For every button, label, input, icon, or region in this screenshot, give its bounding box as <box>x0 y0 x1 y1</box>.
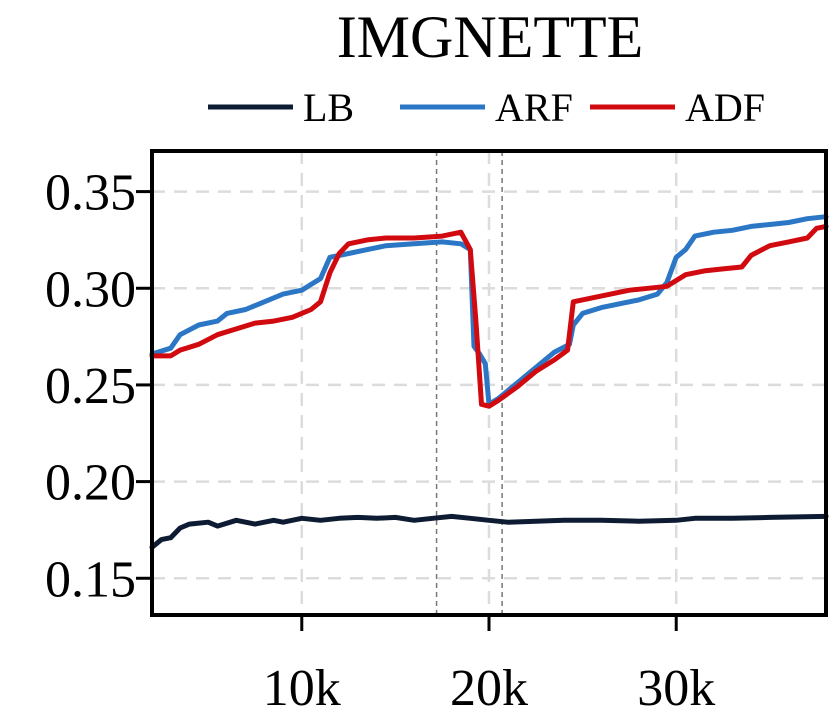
y-tick-label: 0.15 <box>45 551 136 608</box>
legend: LB ARF ADF <box>208 85 765 130</box>
y-tick-label: 0.35 <box>45 165 136 222</box>
legend-label-adf: ADF <box>685 85 765 130</box>
chart-title: IMGNETTE <box>337 4 644 70</box>
x-tick-label: 30k <box>637 660 715 717</box>
series-line-adf <box>149 223 829 409</box>
drift-markers <box>435 151 503 615</box>
series-line-arf <box>149 214 829 407</box>
x-tick-label: 10k <box>263 660 341 717</box>
series-lines <box>149 214 829 550</box>
axis-ticks: 0.15 0.20 0.25 0.30 0.35 10k 20k 30k <box>45 165 715 717</box>
legend-label-lb: LB <box>303 85 354 130</box>
y-tick-label: 0.20 <box>45 455 136 512</box>
y-tick-label: 0.30 <box>45 261 136 318</box>
legend-label-arf: ARF <box>495 85 573 130</box>
series-line-lb <box>149 513 829 550</box>
y-tick-label: 0.25 <box>45 358 136 415</box>
x-tick-label: 20k <box>450 660 528 717</box>
